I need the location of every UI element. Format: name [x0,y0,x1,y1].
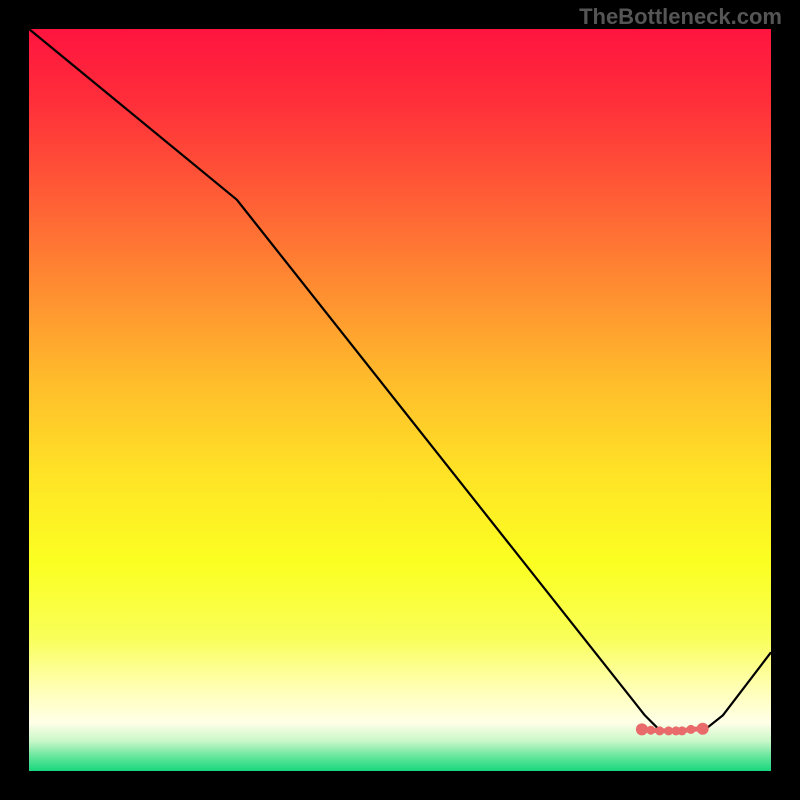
plot-background [29,29,771,771]
marker-dot [636,723,648,735]
marker-dot [678,726,687,735]
marker-dot [646,726,655,735]
marker-dot [697,723,709,735]
chart-container: { "watermark": { "text": "TheBottleneck.… [0,0,800,800]
chart-svg [0,0,800,800]
marker-dot [655,726,664,735]
watermark-text: TheBottleneck.com [579,4,782,30]
marker-dot [686,725,695,734]
